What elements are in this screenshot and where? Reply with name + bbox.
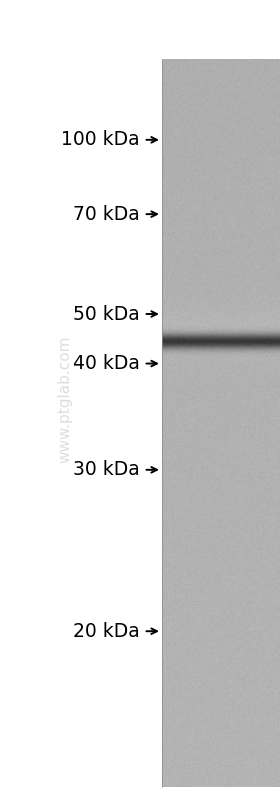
Text: www.ptglab.com: www.ptglab.com: [57, 336, 72, 463]
Text: 20 kDa: 20 kDa: [73, 622, 139, 641]
Text: 30 kDa: 30 kDa: [73, 460, 139, 479]
Text: 100 kDa: 100 kDa: [61, 130, 139, 149]
Text: 50 kDa: 50 kDa: [73, 304, 139, 324]
Text: 70 kDa: 70 kDa: [73, 205, 139, 224]
Text: 40 kDa: 40 kDa: [73, 354, 139, 373]
